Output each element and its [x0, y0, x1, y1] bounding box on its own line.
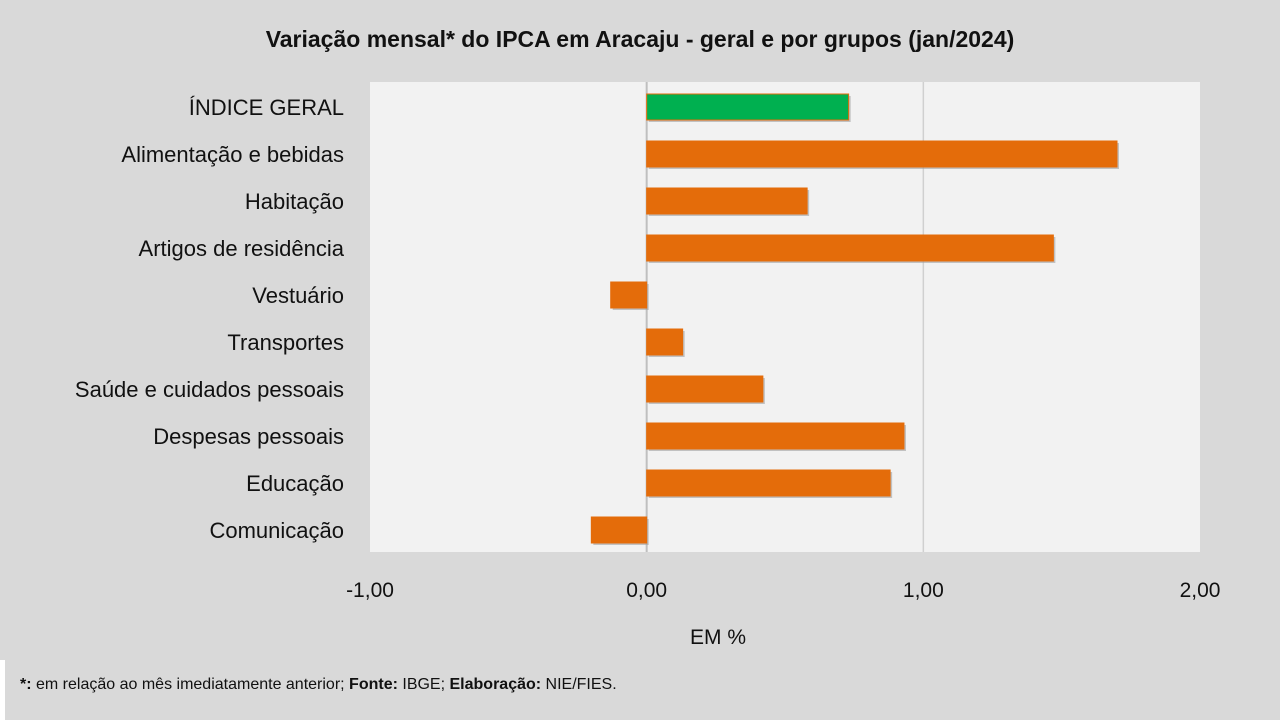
- x-tick-label: 0,00: [626, 579, 667, 602]
- source-value: IBGE;: [397, 676, 450, 693]
- bar: [646, 469, 891, 497]
- category-label: Vestuário: [252, 283, 344, 308]
- category-label: Educação: [246, 471, 344, 496]
- bar: [646, 93, 850, 121]
- x-axis-label: EM %: [690, 626, 746, 649]
- x-tick-label: -1,00: [346, 579, 394, 602]
- bar: [646, 375, 764, 403]
- category-label: Habitação: [245, 189, 344, 214]
- category-label: Artigos de residência: [139, 236, 345, 261]
- footer-band: [0, 660, 1280, 720]
- category-label: ÍNDICE GERAL: [189, 95, 344, 120]
- bar: [646, 234, 1054, 262]
- credit-label: Elaboração:: [449, 676, 542, 693]
- note-mark: *:: [20, 676, 32, 693]
- x-tick-label: 2,00: [1180, 579, 1221, 602]
- bar-chart: ÍNDICE GERAL Alimentação e bebidas Habitaç…: [75, 82, 1221, 649]
- bar: [646, 140, 1118, 168]
- category-label: Alimentação e bebidas: [121, 142, 344, 167]
- bar: [610, 281, 648, 309]
- footer-note: *: em relação ao mês imediatamente anter…: [20, 676, 617, 694]
- category-label: Transportes: [227, 330, 344, 355]
- category-label: Despesas pessoais: [153, 424, 344, 449]
- category-label: Saúde e cuidados pessoais: [75, 377, 344, 402]
- bar: [646, 187, 808, 215]
- credit-value: NIE/FIES.: [541, 676, 617, 693]
- bar: [646, 422, 905, 450]
- category-label: Comunicação: [209, 518, 344, 543]
- note-text: em relação ao mês imediatamente anterior…: [31, 676, 350, 693]
- x-tick-label: 1,00: [903, 579, 944, 602]
- bar: [646, 328, 684, 356]
- source-label: Fonte:: [349, 676, 398, 693]
- bar: [590, 516, 648, 544]
- chart-title: Variação mensal* do IPCA em Aracaju - ge…: [265, 26, 1015, 52]
